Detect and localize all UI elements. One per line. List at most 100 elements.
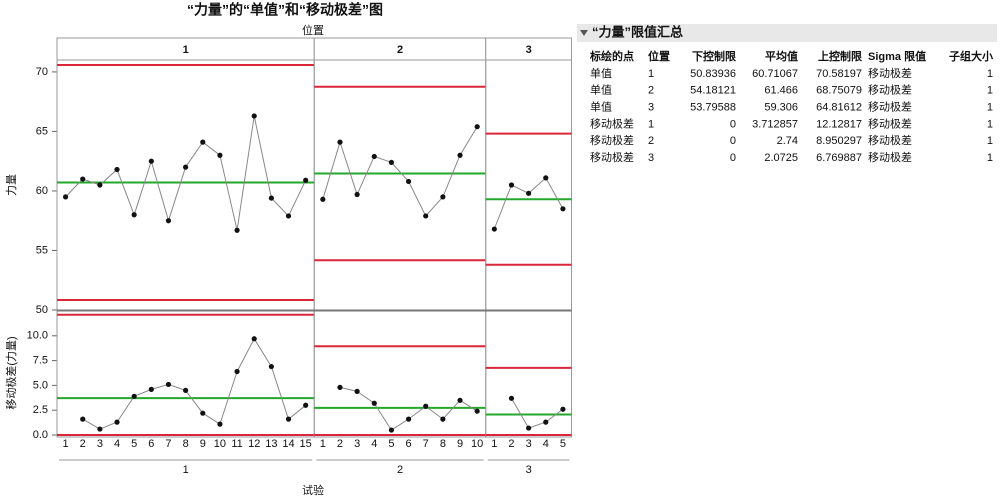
y-tick-label: 0.0 — [33, 429, 48, 441]
data-point — [234, 368, 240, 375]
y-tick-label: 5.0 — [33, 379, 48, 391]
table-cell: 12.12817 — [816, 118, 862, 130]
table-cell: 60.71067 — [752, 68, 798, 80]
table-cell: 2.0725 — [764, 152, 798, 164]
table-cell: 0 — [730, 118, 736, 130]
table-cell: 1 — [648, 68, 654, 80]
x-tick-label: 13 — [265, 438, 277, 450]
table-cell: 移动极差 — [868, 66, 912, 80]
table-cell: 70.58197 — [816, 68, 862, 80]
x-tick-label: 5 — [131, 438, 137, 450]
column-header: 下控制限 — [692, 49, 736, 63]
table-cell: 移动极差 — [590, 133, 634, 147]
table-cell: 1 — [987, 102, 993, 114]
table-cell: 1 — [987, 152, 993, 164]
data-point — [491, 226, 497, 232]
data-point — [371, 400, 377, 406]
data-point — [285, 416, 292, 422]
table-cell: 64.81612 — [816, 102, 862, 114]
x-tick-label: 1 — [320, 438, 326, 450]
table-cell: 移动极差 — [868, 150, 912, 164]
x-tick-label: 2 — [508, 438, 514, 450]
data-point — [62, 194, 69, 200]
x-tick-label: 2 — [80, 438, 86, 450]
x-tick-label: 12 — [248, 438, 260, 450]
table-cell: 1 — [987, 85, 993, 97]
data-point — [183, 387, 189, 393]
data-point — [560, 406, 566, 412]
data-point — [508, 182, 515, 188]
table-cell: 移动极差 — [868, 133, 912, 147]
data-point — [405, 178, 412, 185]
data-point — [320, 196, 326, 202]
data-point — [131, 212, 137, 218]
table-cell: 移动极差 — [868, 116, 912, 130]
data-point — [217, 421, 223, 427]
data-point — [303, 402, 309, 408]
x-tick-label: 4 — [371, 438, 377, 450]
column-header: 平均值 — [765, 49, 798, 63]
data-point — [526, 425, 532, 431]
data-point — [371, 153, 377, 160]
chart-title: “力量”的“单值”和“移动极差”图 — [187, 2, 383, 18]
panel-frame — [313, 59, 487, 311]
data-point — [80, 416, 86, 422]
panel-label: 1 — [183, 44, 189, 56]
data-point — [405, 416, 412, 422]
data-point — [268, 363, 274, 370]
data-point — [131, 393, 137, 399]
table-cell: 移动极差 — [868, 83, 912, 97]
data-point — [114, 419, 120, 425]
x-tick-label: 8 — [183, 438, 189, 450]
y-tick-label: 70 — [36, 66, 48, 78]
data-point — [303, 177, 309, 183]
data-point — [508, 395, 515, 401]
table-cell: 2 — [648, 135, 654, 147]
disclosure-icon[interactable] — [580, 30, 588, 36]
data-point — [354, 388, 360, 394]
data-point — [337, 384, 343, 390]
data-point — [474, 124, 480, 130]
table-cell: 6.769887 — [816, 152, 862, 164]
table-title: “力量”限值汇总 — [592, 24, 683, 39]
table-header-bar — [577, 24, 997, 42]
data-point — [165, 381, 172, 388]
table-cell: 0 — [730, 152, 736, 164]
data-point — [440, 194, 446, 200]
data-point — [423, 403, 429, 409]
panel-title: 位置 — [302, 23, 324, 37]
column-header: 位置 — [648, 49, 670, 63]
data-point — [268, 195, 274, 201]
group-label: 1 — [183, 464, 189, 476]
data-point — [337, 139, 343, 145]
y-tick-label: 10.0 — [27, 330, 48, 342]
x-tick-label: 5 — [560, 438, 566, 450]
x-tick-label: 4 — [114, 438, 120, 450]
table-cell: 1 — [987, 135, 993, 147]
panel-frame — [485, 310, 572, 438]
column-header: Sigma 限值 — [868, 49, 926, 63]
column-header: 上控制限 — [818, 49, 862, 63]
x-tick-label: 2 — [337, 438, 343, 450]
y-tick-label: 50 — [36, 304, 48, 316]
series-line — [82, 337, 307, 430]
data-point — [217, 152, 223, 158]
data-point — [474, 408, 480, 414]
column-header: 子组大小 — [949, 49, 993, 63]
data-point — [354, 191, 360, 198]
series-line — [511, 398, 564, 429]
table-cell: 单值 — [590, 101, 612, 114]
x-tick-label: 8 — [440, 438, 446, 450]
data-point — [440, 416, 446, 422]
data-point — [80, 176, 86, 182]
data-point — [560, 206, 566, 212]
table-cell: 2 — [648, 85, 654, 97]
data-point — [148, 158, 154, 164]
panel-frame — [485, 59, 572, 311]
panel-strip — [485, 37, 572, 61]
data-point — [388, 159, 395, 165]
group-label: 2 — [397, 464, 403, 476]
table-cell: 移动极差 — [590, 150, 634, 164]
data-point — [423, 213, 429, 219]
